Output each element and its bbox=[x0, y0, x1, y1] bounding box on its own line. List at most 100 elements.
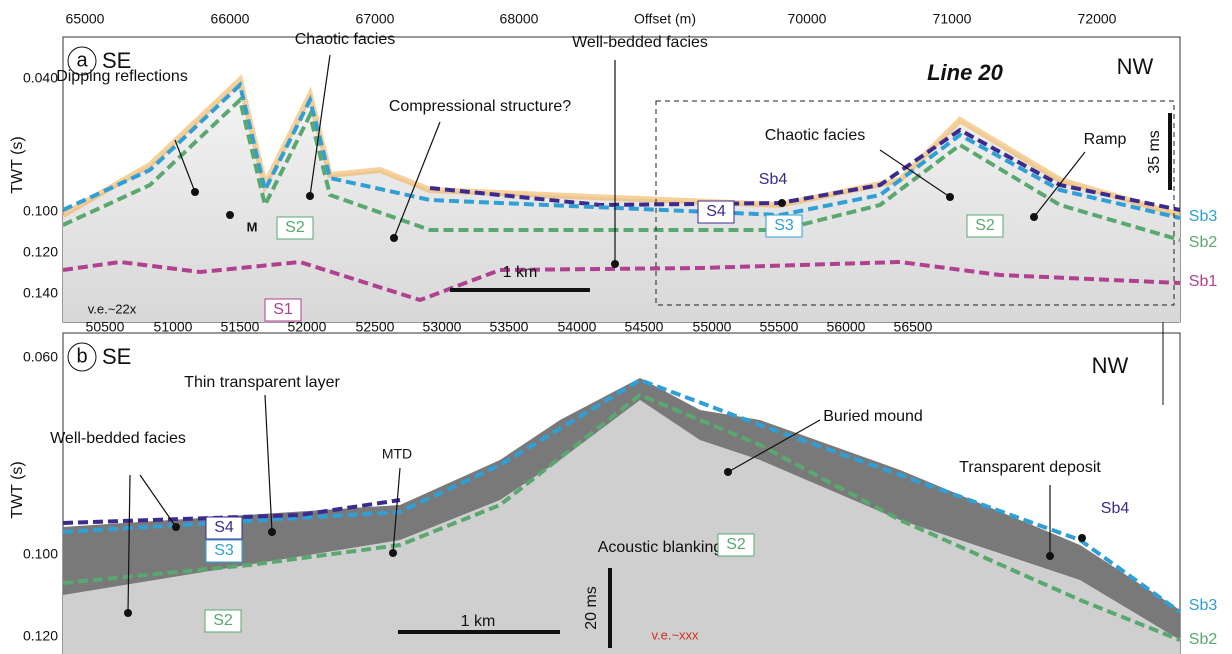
x-tick-label: 55500 bbox=[760, 319, 799, 335]
x-tick-label: 51000 bbox=[154, 319, 193, 335]
label: SE bbox=[102, 344, 131, 369]
label: Ramp bbox=[1084, 131, 1127, 148]
horizon-label: Sb2 bbox=[1189, 234, 1218, 251]
label: Well-bedded facies bbox=[572, 34, 708, 51]
pointer-line bbox=[139, 474, 177, 528]
labels: 65000 66000 67000 68000 70000 71000 72000 Offse… bbox=[9, 11, 1217, 649]
x-tick-label: 67000 bbox=[356, 11, 395, 27]
horizon-label: Sb3 bbox=[1189, 597, 1218, 614]
horizon-box bbox=[717, 533, 755, 557]
horizon-label: Sb2 bbox=[1189, 631, 1218, 648]
horizon-label: Sb4 bbox=[759, 171, 788, 188]
pointer-dot bbox=[226, 211, 234, 219]
horizon-label: Sb1 bbox=[1189, 273, 1218, 290]
horizon-box bbox=[966, 214, 1004, 238]
y-tick-label: 0.120 bbox=[23, 628, 58, 644]
label: Line 20 bbox=[927, 60, 1004, 85]
horizon-label: Sb4 bbox=[1101, 500, 1130, 517]
x-tick-label: 54000 bbox=[558, 319, 597, 335]
x-tick-label: 52500 bbox=[356, 319, 395, 335]
label: Chaotic facies bbox=[765, 127, 866, 144]
label: NW bbox=[1117, 54, 1154, 79]
y-tick-label: 0.040 bbox=[23, 70, 58, 86]
label: 35 ms bbox=[1146, 130, 1163, 174]
x-tick-label: 54500 bbox=[625, 319, 664, 335]
horizon-sb1 bbox=[62, 259, 1181, 303]
pointer-line bbox=[727, 419, 821, 473]
horizon-label: Sb3 bbox=[1189, 208, 1218, 225]
label: Buried mound bbox=[823, 408, 923, 425]
pointer-line bbox=[1033, 151, 1086, 218]
label: Dipping reflections bbox=[56, 68, 188, 85]
y-axis-title: TWT (s) bbox=[9, 461, 26, 518]
y-tick-label: 0.140 bbox=[23, 285, 58, 301]
label: v.e.~xxx bbox=[651, 627, 699, 642]
x-tick-label: 66000 bbox=[211, 11, 250, 27]
x-tick-label: 52000 bbox=[288, 319, 327, 335]
y-tick-label: 0.100 bbox=[23, 546, 58, 562]
label: NW bbox=[1092, 353, 1129, 378]
x-tick-label: 56000 bbox=[827, 319, 866, 335]
pointer-line bbox=[264, 394, 273, 533]
label: 20 ms bbox=[583, 586, 600, 630]
horizon-label: S2 bbox=[975, 217, 995, 234]
label: 1 km bbox=[461, 613, 496, 630]
horizon-label: S1 bbox=[273, 301, 293, 318]
horizon-label: S2 bbox=[213, 612, 233, 629]
y-tick-label: 0.120 bbox=[23, 244, 58, 260]
label: Acoustic blanking bbox=[598, 539, 723, 556]
x-tick-label: 72000 bbox=[1078, 11, 1117, 27]
label: b bbox=[76, 345, 87, 367]
x-tick-label: 65000 bbox=[66, 11, 105, 27]
label: M bbox=[247, 219, 258, 234]
x-tick-label: 55000 bbox=[693, 319, 732, 335]
x-tick-label: 53500 bbox=[490, 319, 529, 335]
label: Well-bedded facies bbox=[50, 430, 186, 447]
horizon-box bbox=[204, 609, 242, 633]
y-tick-label: 0.100 bbox=[23, 203, 58, 219]
horizon-sb2 bbox=[62, 392, 1181, 642]
zoom-box bbox=[655, 100, 1175, 306]
label: 1 km bbox=[503, 264, 538, 281]
pointer-line bbox=[393, 121, 441, 239]
label: Transparent deposit bbox=[959, 459, 1101, 476]
y-tick-label: 0.060 bbox=[23, 349, 58, 365]
horizon-label: S3 bbox=[214, 542, 234, 559]
horizon-label: S2 bbox=[726, 536, 746, 553]
horizon-box bbox=[276, 216, 314, 240]
horizon-label: S4 bbox=[214, 519, 234, 536]
horizon-sb2 bbox=[62, 96, 1181, 242]
y-axis-title: TWT (s) bbox=[9, 136, 26, 193]
label: MTD bbox=[382, 446, 412, 462]
label: Chaotic facies bbox=[295, 31, 396, 48]
horizon-box bbox=[697, 200, 735, 224]
x-tick-label: 70000 bbox=[788, 11, 827, 27]
horizon-box bbox=[205, 516, 243, 540]
x-tick-label: 51500 bbox=[221, 319, 260, 335]
x-tick-label: 68000 bbox=[500, 11, 539, 27]
axis-title: Offset (m) bbox=[634, 11, 696, 27]
seismic-b bbox=[63, 378, 1180, 654]
panel-circle bbox=[67, 46, 97, 76]
horizon-box bbox=[765, 214, 803, 238]
pointer-line bbox=[309, 54, 331, 197]
label: a bbox=[76, 49, 88, 71]
horizon-box bbox=[264, 298, 302, 322]
panel-circle bbox=[67, 342, 97, 372]
pointer-line bbox=[879, 149, 951, 198]
x-tick-label: 50500 bbox=[86, 319, 125, 335]
label: SE bbox=[102, 48, 131, 73]
horizon-label: S2 bbox=[285, 219, 305, 236]
pointer-dot bbox=[778, 199, 786, 207]
horizon-sb3 bbox=[62, 377, 1182, 614]
pointer-line bbox=[127, 474, 131, 614]
pointer-line bbox=[174, 139, 196, 193]
label: Compressional structure? bbox=[389, 98, 571, 115]
pointer-dot bbox=[1078, 534, 1086, 542]
horizon-sb4 bbox=[429, 127, 1181, 212]
horizon-label: S4 bbox=[706, 203, 726, 220]
x-tick-label: 53000 bbox=[423, 319, 462, 335]
horizon-s4 bbox=[62, 498, 401, 525]
x-tick-label: 71000 bbox=[933, 11, 972, 27]
